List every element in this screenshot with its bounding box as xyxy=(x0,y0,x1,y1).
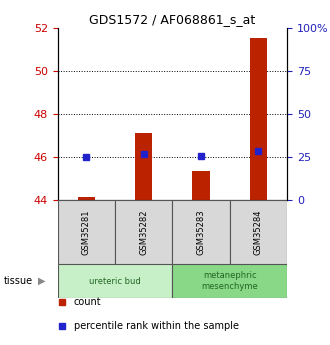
Text: count: count xyxy=(74,297,101,307)
Bar xyxy=(135,133,152,200)
Text: GSM35283: GSM35283 xyxy=(197,209,206,255)
FancyBboxPatch shape xyxy=(173,264,287,298)
Bar xyxy=(192,171,210,200)
Text: percentile rank within the sample: percentile rank within the sample xyxy=(74,321,239,331)
Text: metanephric
mesenchyme: metanephric mesenchyme xyxy=(201,272,258,291)
Text: ▶: ▶ xyxy=(38,276,46,286)
Text: tissue: tissue xyxy=(3,276,32,286)
FancyBboxPatch shape xyxy=(115,200,173,264)
Title: GDS1572 / AF068861_s_at: GDS1572 / AF068861_s_at xyxy=(89,13,255,27)
Text: GSM35284: GSM35284 xyxy=(254,209,263,255)
FancyBboxPatch shape xyxy=(230,200,287,264)
Text: GSM35281: GSM35281 xyxy=(82,209,91,255)
FancyBboxPatch shape xyxy=(173,200,230,264)
FancyBboxPatch shape xyxy=(58,264,173,298)
Bar xyxy=(78,197,95,200)
FancyBboxPatch shape xyxy=(58,200,115,264)
Text: ureteric bud: ureteric bud xyxy=(89,277,141,286)
Bar xyxy=(250,38,267,200)
FancyBboxPatch shape xyxy=(58,200,287,264)
Text: GSM35282: GSM35282 xyxy=(139,209,148,255)
